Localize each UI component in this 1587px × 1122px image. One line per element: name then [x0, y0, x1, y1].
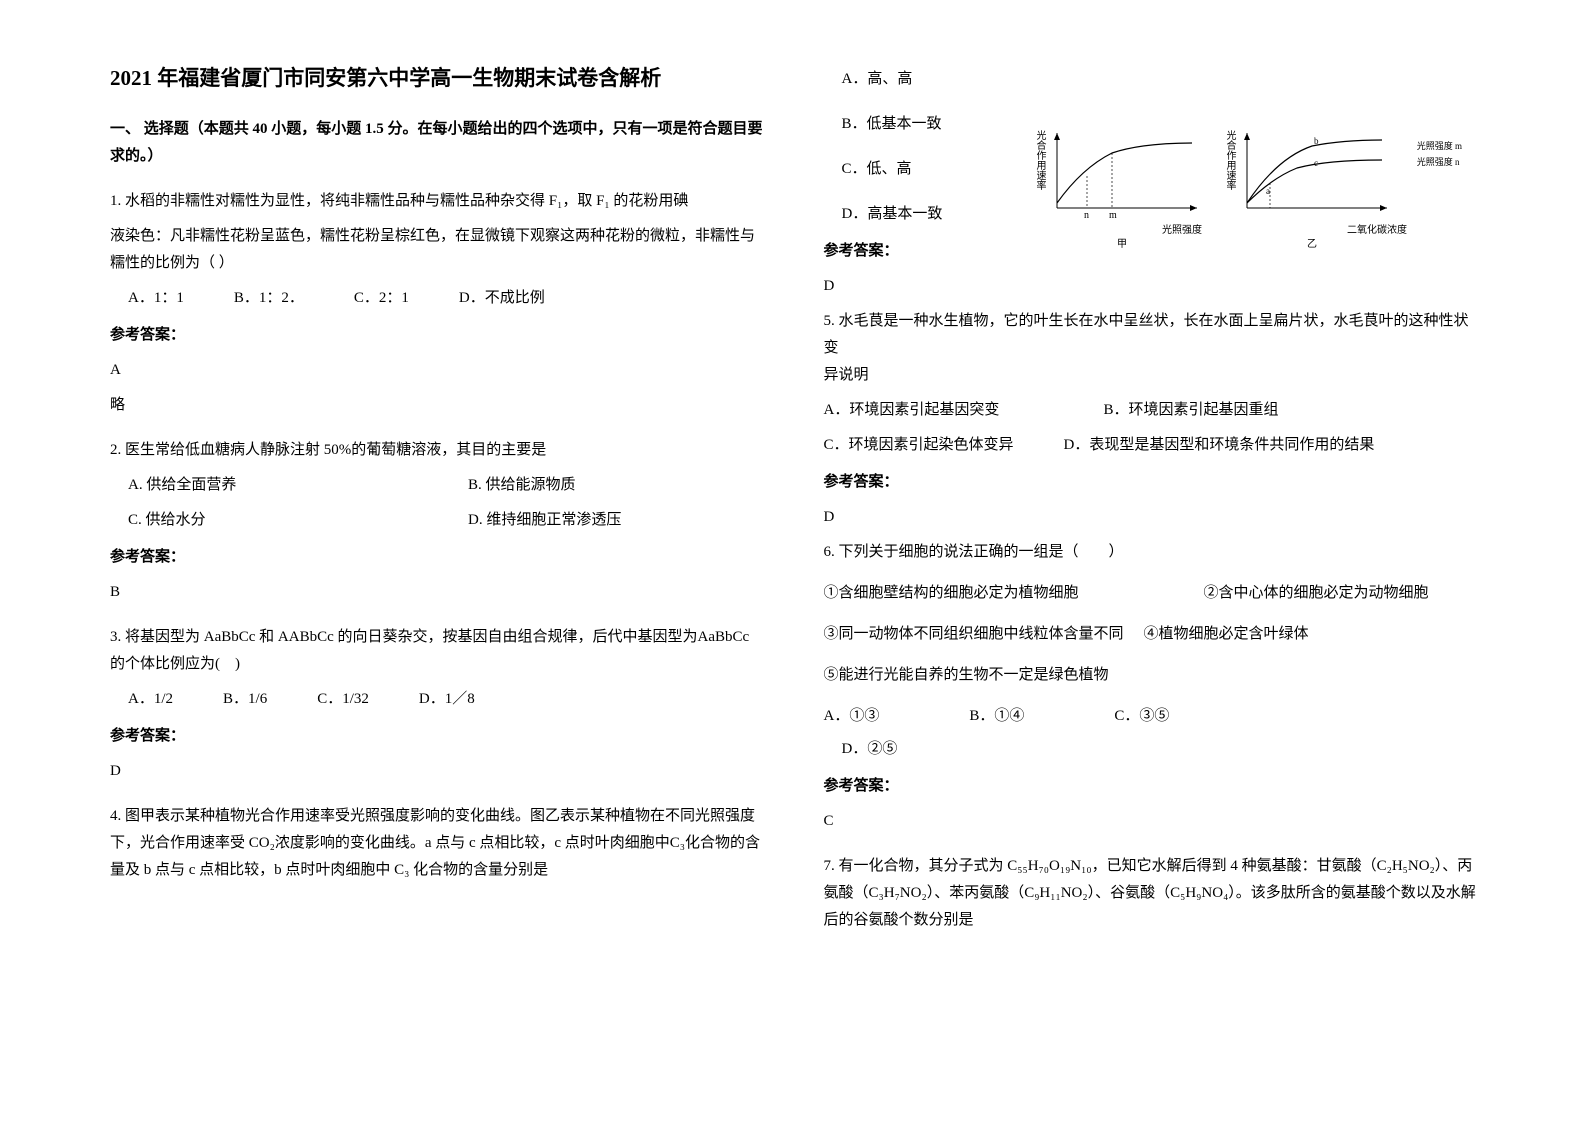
q1-stem-2: 液染色：凡非糯性花粉呈蓝色，糯性花粉呈棕红色，在显微镜下观察这两种花粉的微粒，非…: [110, 223, 764, 277]
q3-opt-d: D．1／8: [419, 686, 475, 713]
q1-opt-d: D．不成比例: [459, 285, 545, 312]
q6-options: A．①③ B．①④ C．③⑤: [824, 703, 1478, 730]
q1-opt-a: A．1：1: [128, 285, 184, 312]
left-column: 2021 年福建省厦门市同安第六中学高一生物期末试卷含解析 一、 选择题（本题共…: [90, 60, 794, 1062]
q6-s5: ⑤能进行光能自养的生物不一定是绿色植物: [824, 662, 1478, 689]
chart2-b: b: [1314, 136, 1319, 146]
q1-options: A．1：1 B．1：2． C．2：1 D．不成比例: [110, 285, 764, 312]
chart-yi: 光合作用速率 a b c 二氧化碳浓度 乙 光照强度 m 光照强度 n: [1222, 128, 1402, 238]
chart2-xlabel: 二氧化碳浓度: [1347, 222, 1407, 240]
q6-opt-d: D．②⑤: [824, 736, 1478, 763]
q3-opt-b: B．1/6: [223, 686, 267, 713]
q4-opt-a: A．高、高: [824, 66, 1478, 93]
chart2-ylabel: 光合作用速率: [1220, 130, 1238, 190]
q4-answer: D: [824, 273, 1478, 300]
q5-row1: A．环境因素引起基因突变 B．环境因素引起基因重组: [824, 397, 1478, 424]
q2-row2: C. 供给水分 D. 维持细胞正常渗透压: [110, 507, 764, 534]
q3-answer: D: [110, 758, 764, 785]
q1-stem-1: 1. 水稻的非糯性对糯性为显性，将纯非糯性品种与糯性品种杂交得 F₁，取 F₁ …: [110, 188, 764, 215]
q2-opt-a: A. 供给全面营养: [128, 472, 468, 499]
q6-s-row1: ①含细胞壁结构的细胞必定为植物细胞 ②含中心体的细胞必定为动物细胞: [824, 580, 1478, 607]
q1-answer: A: [110, 357, 764, 384]
q6-s1: ①含细胞壁结构的细胞必定为植物细胞: [824, 580, 1204, 607]
q6-opt-a: A．①③: [824, 703, 880, 730]
q6-opt-b: B．①④: [969, 703, 1024, 730]
q6-s-row2: ③同一动物体不同组织细胞中线粒体含量不同 ④植物细胞必定含叶绿体: [824, 621, 1478, 648]
right-column: 光合作用速率 n m 光照强度 甲 光合作用速率: [794, 60, 1498, 1062]
q5-answer: D: [824, 504, 1478, 531]
q6-s4: ④植物细胞必定含叶绿体: [1144, 621, 1309, 648]
q2-opt-c: C. 供给水分: [128, 507, 468, 534]
q1-note: 略: [110, 392, 764, 419]
q2-opt-d: D. 维持细胞正常渗透压: [468, 507, 621, 534]
chart2-legend: 光照强度 m 光照强度 n: [1417, 138, 1462, 170]
q5-stem-1: 5. 水毛茛是一种水生植物，它的叶生长在水中呈丝状，长在水面上呈扁片状，水毛茛叶…: [824, 308, 1478, 362]
q4-answer-label: 参考答案：: [824, 238, 1478, 265]
chart1-ylabel: 光合作用速率: [1030, 130, 1048, 190]
chart2-c: c: [1314, 158, 1318, 168]
chart2-svg: a b c: [1222, 128, 1392, 218]
q6-s3: ③同一动物体不同组织细胞中线粒体含量不同: [824, 621, 1144, 648]
legend-m: 光照强度 m: [1417, 138, 1462, 154]
question-3: 3. 将基因型为 AaBbCc 和 AABbCc 的向日葵杂交，按基因自由组合规…: [110, 624, 764, 678]
question-7: 7. 有一化合物，其分子式为 C₅₅H₇₀O₁₉N₁₀，已知它水解后得到 4 种…: [824, 853, 1478, 934]
q1-opt-b: B．1：2．: [234, 285, 304, 312]
legend-n: 光照强度 n: [1417, 154, 1462, 170]
page-title: 2021 年福建省厦门市同安第六中学高一生物期末试卷含解析: [110, 60, 764, 98]
q2-opt-b: B. 供给能源物质: [468, 472, 576, 499]
q5-opt-d: D．表现型是基因型和环境条件共同作用的结果: [1064, 432, 1375, 459]
chart2-a: a: [1266, 186, 1270, 196]
chart1-m: m: [1109, 210, 1117, 218]
q1-opt-c: C．2：1: [354, 285, 409, 312]
chart1-xlabel: 光照强度: [1162, 222, 1202, 240]
chart1-svg: n m: [1032, 128, 1202, 218]
q3-opt-a: A．1/2: [128, 686, 173, 713]
q1-answer-label: 参考答案：: [110, 322, 764, 349]
q2-answer-label: 参考答案：: [110, 544, 764, 571]
q3-answer-label: 参考答案：: [110, 723, 764, 750]
chart-jia: 光合作用速率 n m 光照强度 甲: [1032, 128, 1212, 238]
q5-opt-c: C．环境因素引起染色体变异: [824, 432, 1064, 459]
q5-stem-2: 异说明: [824, 362, 1478, 389]
q5-opt-b: B．环境因素引起基因重组: [1104, 397, 1279, 424]
q5-answer-label: 参考答案：: [824, 469, 1478, 496]
section-one-heading: 一、 选择题（本题共 40 小题，每小题 1.5 分。在每小题给出的四个选项中，…: [110, 116, 764, 170]
q6-opt-c: C．③⑤: [1114, 703, 1169, 730]
chart2-sub: 乙: [1307, 236, 1317, 254]
question-4: 4. 图甲表示某种植物光合作用速率受光照强度影响的变化曲线。图乙表示某种植物在不…: [110, 803, 764, 884]
question-1: 1. 水稻的非糯性对糯性为显性，将纯非糯性品种与糯性品种杂交得 F₁，取 F₁ …: [110, 188, 764, 215]
question-2: 2. 医生常给低血糖病人静脉注射 50%的葡萄糖溶液，其目的主要是: [110, 437, 764, 464]
q5-row2: C．环境因素引起染色体变异 D．表现型是基因型和环境条件共同作用的结果: [824, 432, 1478, 459]
q6-answer-label: 参考答案：: [824, 773, 1478, 800]
q2-row1: A. 供给全面营养 B. 供给能源物质: [110, 472, 764, 499]
q3-opt-c: C．1/32: [317, 686, 369, 713]
q3-options: A．1/2 B．1/6 C．1/32 D．1／8: [110, 686, 764, 713]
chart1-sub: 甲: [1117, 236, 1127, 254]
q2-answer: B: [110, 579, 764, 606]
q6-s2: ②含中心体的细胞必定为动物细胞: [1204, 580, 1429, 607]
chart1-n: n: [1084, 210, 1089, 218]
q5-opt-a: A．环境因素引起基因突变: [824, 397, 1104, 424]
q4-charts: 光合作用速率 n m 光照强度 甲 光合作用速率: [1032, 128, 1402, 238]
question-6: 6. 下列关于细胞的说法正确的一组是（ ）: [824, 539, 1478, 566]
q6-answer: C: [824, 808, 1478, 835]
